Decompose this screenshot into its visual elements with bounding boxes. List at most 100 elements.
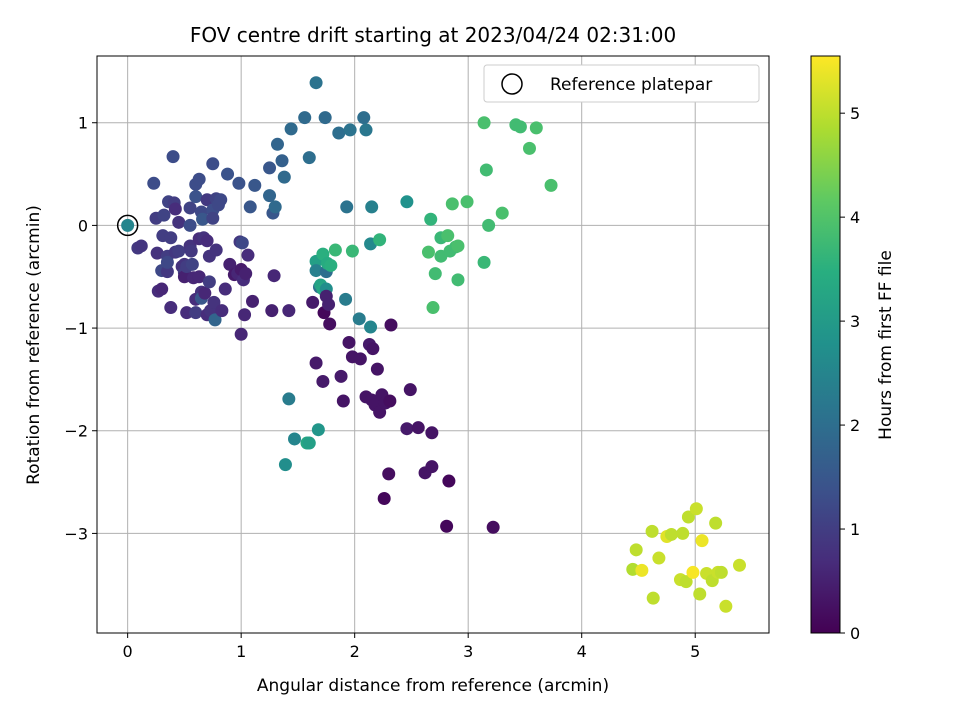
plot-frame [96, 55, 770, 634]
data-point [147, 176, 161, 190]
data-point [383, 394, 397, 408]
data-point [243, 200, 257, 214]
data-point [207, 295, 221, 309]
data-point [200, 234, 214, 248]
data-point [150, 246, 164, 260]
data-point [185, 257, 199, 271]
x-axis-label: Angular distance from reference (arcmin) [257, 676, 609, 696]
data-point [382, 467, 396, 481]
x-axis-ticks: 0 1 2 3 4 5 [123, 633, 700, 661]
data-point [234, 327, 248, 341]
data-point [384, 318, 398, 332]
data-point [202, 275, 216, 289]
data-point [316, 374, 330, 388]
data-point [486, 520, 500, 534]
chart-title: FOV centre drift starting at 2023/04/24 … [190, 23, 676, 47]
x-tick-label: 3 [463, 642, 473, 661]
colorbar: 0 1 2 3 4 5 Hours from first FF file [810, 55, 896, 643]
data-point [206, 211, 220, 225]
y-tick-label: 1 [78, 114, 88, 133]
data-point [440, 519, 454, 533]
reference-platepar-marker [116, 214, 139, 237]
data-point [477, 255, 491, 269]
data-point [426, 301, 440, 315]
x-tick-label: 2 [350, 642, 360, 661]
data-point [172, 244, 186, 258]
colorbar-tick-label: 2 [850, 416, 860, 435]
data-point [336, 394, 350, 408]
data-point [342, 335, 356, 349]
data-point [328, 243, 342, 257]
colorbar-label: Hours from first FF file [876, 250, 896, 440]
data-point [646, 591, 660, 605]
data-point [421, 245, 435, 259]
data-point [679, 575, 693, 589]
data-point [709, 516, 723, 530]
data-point [324, 258, 338, 272]
x-tick-label: 4 [577, 642, 587, 661]
data-point [353, 352, 367, 366]
reference-point-fill [121, 218, 135, 232]
colorbar-tick-label: 0 [850, 624, 860, 643]
data-point [411, 421, 425, 435]
data-point [248, 178, 262, 192]
data-point [645, 524, 659, 538]
data-point [365, 200, 379, 214]
colorbar-tick-label: 5 [850, 104, 860, 123]
data-point [155, 282, 169, 296]
data-point [400, 422, 414, 436]
x-tick-label: 0 [123, 642, 133, 661]
data-point [544, 178, 558, 192]
data-point [214, 193, 228, 207]
data-point [206, 157, 220, 171]
data-point [460, 195, 474, 209]
colorbar-tick-label: 4 [850, 208, 860, 227]
legend-entry-reference: Reference platepar [550, 75, 712, 95]
data-point [719, 599, 733, 613]
data-point [359, 123, 373, 137]
data-point [689, 502, 703, 516]
data-point [172, 215, 186, 229]
data-point [522, 141, 536, 155]
data-point [442, 474, 456, 488]
data-point [428, 267, 442, 281]
data-point [209, 243, 223, 257]
data-point [334, 369, 348, 383]
data-point [664, 527, 678, 541]
data-point [241, 248, 255, 262]
data-point [425, 426, 439, 440]
x-tick-label: 5 [690, 642, 700, 661]
data-point [221, 167, 235, 181]
data-point [366, 342, 380, 356]
data-point [270, 137, 284, 151]
data-point [218, 282, 232, 296]
data-point [166, 150, 180, 164]
data-point [277, 170, 291, 184]
legend-box [483, 64, 760, 103]
data-point [238, 308, 252, 322]
data-point [192, 270, 206, 284]
data-point [265, 304, 279, 318]
data-point [288, 432, 302, 446]
data-point [370, 362, 384, 376]
data-point [343, 123, 357, 137]
data-point [732, 558, 746, 572]
data-point [479, 163, 493, 177]
data-point [635, 563, 649, 577]
data-point [298, 111, 312, 125]
data-point [373, 233, 387, 247]
data-point [441, 229, 455, 243]
data-point [235, 236, 249, 250]
data-point [275, 154, 289, 168]
data-point [215, 304, 229, 318]
data-point [157, 208, 171, 222]
data-point [309, 76, 323, 90]
data-point [681, 510, 695, 524]
data-point [400, 195, 414, 209]
data-point [160, 265, 174, 279]
data-point [263, 189, 277, 203]
data-point [357, 111, 371, 125]
data-point [223, 257, 237, 271]
data-point [339, 292, 353, 306]
